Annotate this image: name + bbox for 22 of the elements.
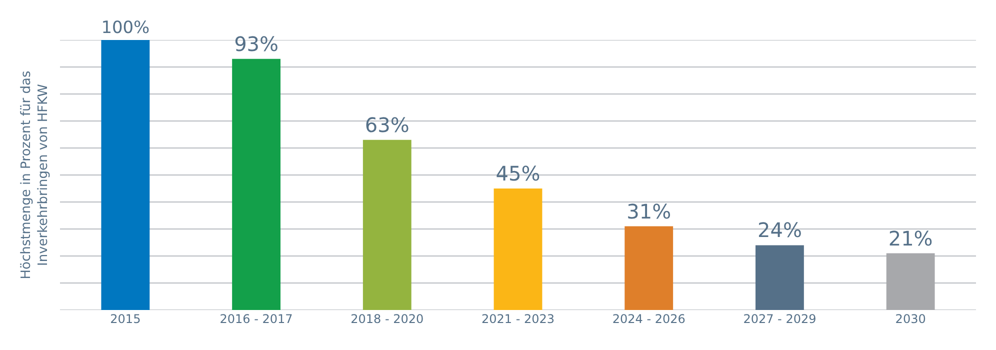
y-axis-title: Höchstmenge in Prozent für das Inverkehrbringen von HFKW	[19, 70, 51, 280]
data-label: 63%	[364, 112, 410, 137]
data-label: 45%	[496, 162, 540, 186]
bar	[362, 140, 412, 310]
bar	[624, 226, 674, 310]
x-tick-label: 2030	[895, 312, 926, 326]
data-label: 21%	[888, 226, 933, 250]
bar	[886, 253, 935, 310]
data-label: 31%	[626, 199, 672, 224]
x-tick-label: 2027 - 2029	[743, 312, 816, 326]
bar	[756, 245, 804, 310]
data-label: 100%	[101, 16, 150, 37]
bar	[232, 58, 280, 310]
x-tick-label: 2016 - 2017	[220, 312, 293, 326]
x-tick-label: 2015	[110, 312, 141, 326]
bar	[494, 188, 542, 310]
bar	[101, 40, 150, 310]
data-label: 24%	[757, 218, 802, 242]
x-tick-label: 2018 - 2020	[350, 312, 424, 326]
x-tick-label: 2024 - 2026	[612, 312, 686, 326]
x-tick-label: 2021 - 2023	[481, 312, 555, 326]
data-label: 93%	[234, 32, 279, 56]
